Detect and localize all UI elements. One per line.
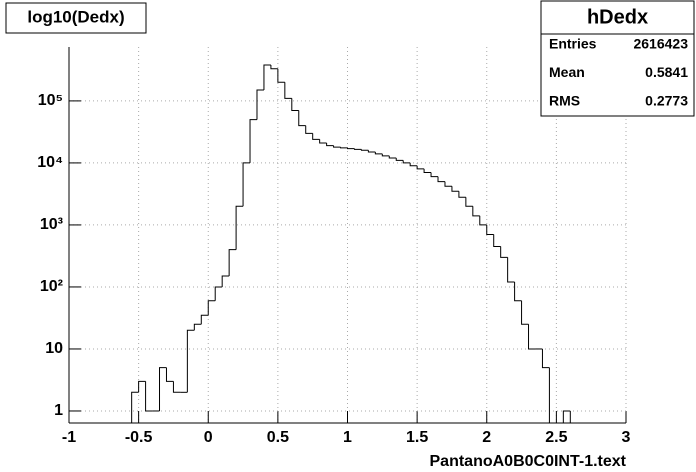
x-tick-label: 2 [482,429,491,446]
histogram-bin [277,68,285,83]
histogram-bin [235,205,244,250]
x-tick-label: 0 [204,429,213,446]
chart-title: log10(Dedx) [27,7,124,26]
stats-box [540,0,695,117]
histogram-bin [186,329,195,393]
histogram-bin [326,142,334,147]
histogram-bin [340,147,348,149]
histogram-bin [486,224,494,236]
stats-value: 2616423 [633,36,688,52]
histogram-bin [312,133,320,140]
histogram-bin [333,145,341,148]
histogram-bin [500,246,508,258]
histogram-bin [451,186,459,192]
histogram-bin [221,275,230,287]
stats-title: hDedx [587,6,648,28]
x-tick-label: -1 [62,429,76,446]
histogram-bin [541,348,550,369]
histogram-bin [493,234,501,247]
y-tick-label: 10³ [40,216,63,233]
histogram-bin [305,125,313,134]
histogram-bin [528,324,536,350]
histogram-bin [395,158,404,161]
stats-label: Entries [549,36,597,52]
x-tick-label: 0.5 [267,429,289,446]
histogram-bin [548,367,557,424]
histogram-bin [562,410,571,423]
histogram-bin [458,191,466,198]
histogram-bin [353,148,362,150]
histogram-bin [200,314,209,325]
histogram-bin [472,206,480,217]
x-tick-label: 3 [622,429,631,446]
histogram-bin [298,110,306,127]
y-tick-label: 10⁴ [37,154,63,171]
histogram-bin [263,64,271,90]
y-tick-label: 10 [45,340,63,357]
histogram-bin [159,367,167,411]
histogram-bin [388,155,397,159]
histogram-bin [172,381,181,393]
histogram-bin [249,119,257,163]
histogram-bin [193,323,202,331]
stats-value: 0.5841 [645,64,688,80]
x-tick-label: 1.5 [406,429,428,446]
histogram-bin [423,168,432,174]
histogram-bin [131,391,139,423]
x-tick-label: -0.5 [125,429,153,446]
histogram-bin [381,153,390,157]
y-tick-label: 1 [54,402,63,419]
histogram-bin [521,300,529,325]
histogram-bin [416,165,425,170]
histogram-bin [507,257,515,283]
histogram-bin [430,172,439,178]
histogram-bin [207,300,216,316]
x-axis-label: PantanoA0B0C0INT-1.text [430,453,627,470]
histogram-bin [138,380,146,393]
histogram-bin [465,197,473,207]
x-tick-label: 1 [343,429,352,446]
histogram-bin [284,82,292,99]
stats-value: 0.2773 [645,93,688,109]
histogram-bin [360,149,369,151]
title-box [5,2,147,34]
histogram-bin [145,381,153,412]
histogram-bin [409,162,418,167]
histogram-bin [374,152,383,155]
histogram-bin [214,286,223,301]
y-tick-label: 10² [40,278,63,295]
histogram-bin [367,150,376,153]
y-tick-label: 10⁵ [38,92,63,109]
histogram-bin [319,139,327,144]
histogram-bin [479,215,487,226]
histogram-bin [256,89,264,120]
histogram-bin [165,367,174,382]
histogram-bin [228,249,237,277]
histogram-bin [444,181,452,187]
histogram-bin [291,98,299,112]
histogram-bin [402,160,411,164]
histogram-bin [270,64,278,70]
histogram-bin [437,176,445,183]
stats-label: Mean [549,64,585,80]
stats-label: RMS [549,93,580,109]
histogram-bin [242,162,251,207]
histogram-bin [569,410,578,424]
x-tick-label: 2.5 [545,429,567,446]
histogram-bin [347,147,355,150]
histogram-bin [514,282,522,302]
